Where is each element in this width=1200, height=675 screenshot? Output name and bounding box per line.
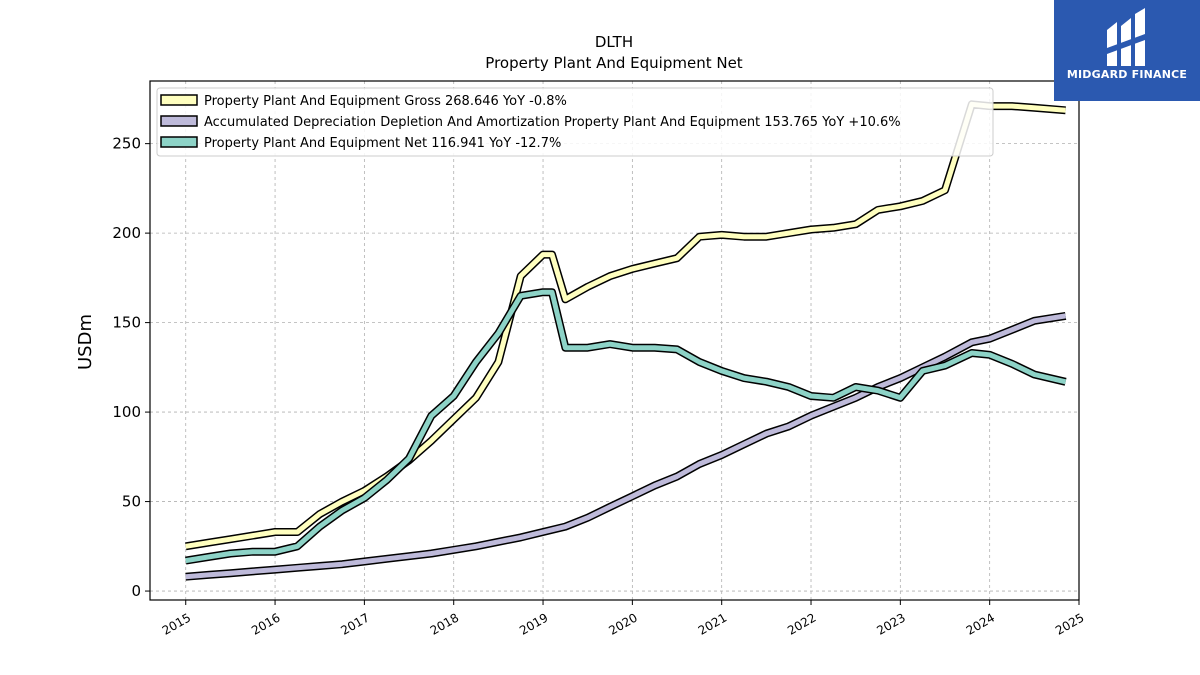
series-outline-1 — [185, 311, 1067, 581]
x-tick-label: 2019 — [517, 610, 550, 637]
series-line-2 — [185, 289, 1067, 564]
x-tick-label: 2024 — [964, 610, 997, 637]
y-tick-label: 100 — [112, 403, 141, 421]
x-tick-label: 2021 — [696, 610, 729, 637]
series-line-1 — [185, 313, 1066, 580]
y-axis-label: USDm — [75, 314, 96, 370]
legend-box — [156, 87, 994, 157]
plot-frame — [149, 80, 1080, 601]
y-tick-label: 0 — [131, 582, 141, 600]
midgard-finance-logo: MIDGARD FINANCE — [1054, 0, 1200, 101]
legend-entry-1: Accumulated Depreciation Depletion And A… — [204, 115, 901, 130]
legend-swatch-0 — [160, 94, 198, 106]
x-tick-label: 2015 — [160, 610, 193, 637]
x-tick-label: 2016 — [249, 610, 282, 637]
x-tick-label: 2022 — [785, 610, 818, 637]
logo-mark-icon — [1107, 8, 1145, 66]
logo-text: MIDGARD FINANCE — [1066, 68, 1188, 81]
ticks: 2015 2016 2017 2018 2019 2020 2021 2022 2023 2024… — [112, 135, 1086, 638]
x-tick-label: 2020 — [606, 610, 639, 637]
legend: Property Plant And Equipment Gross 268.6… — [156, 87, 994, 157]
series-layer — [185, 100, 1067, 581]
chart-title: DLTH — [595, 33, 633, 51]
grid — [150, 81, 1080, 600]
y-tick-label: 150 — [112, 314, 141, 332]
legend-entry-2: Property Plant And Equipment Net 116.941… — [204, 136, 561, 151]
x-tick-label: 2017 — [338, 610, 371, 637]
legend-entry-0: Property Plant And Equipment Gross 268.6… — [204, 94, 567, 109]
y-tick-label: 50 — [122, 493, 141, 511]
series-line-0 — [185, 101, 1066, 549]
series-outline-0 — [185, 100, 1066, 551]
y-tick-label: 250 — [112, 135, 141, 153]
legend-swatch-1 — [160, 115, 198, 127]
y-tick-label: 200 — [112, 224, 141, 242]
legend-swatch-2 — [160, 136, 198, 148]
x-tick-label: 2025 — [1053, 610, 1086, 637]
x-tick-label: 2018 — [428, 610, 461, 637]
chart-subtitle: Property Plant And Equipment Net — [485, 54, 742, 72]
x-tick-label: 2023 — [874, 610, 907, 637]
